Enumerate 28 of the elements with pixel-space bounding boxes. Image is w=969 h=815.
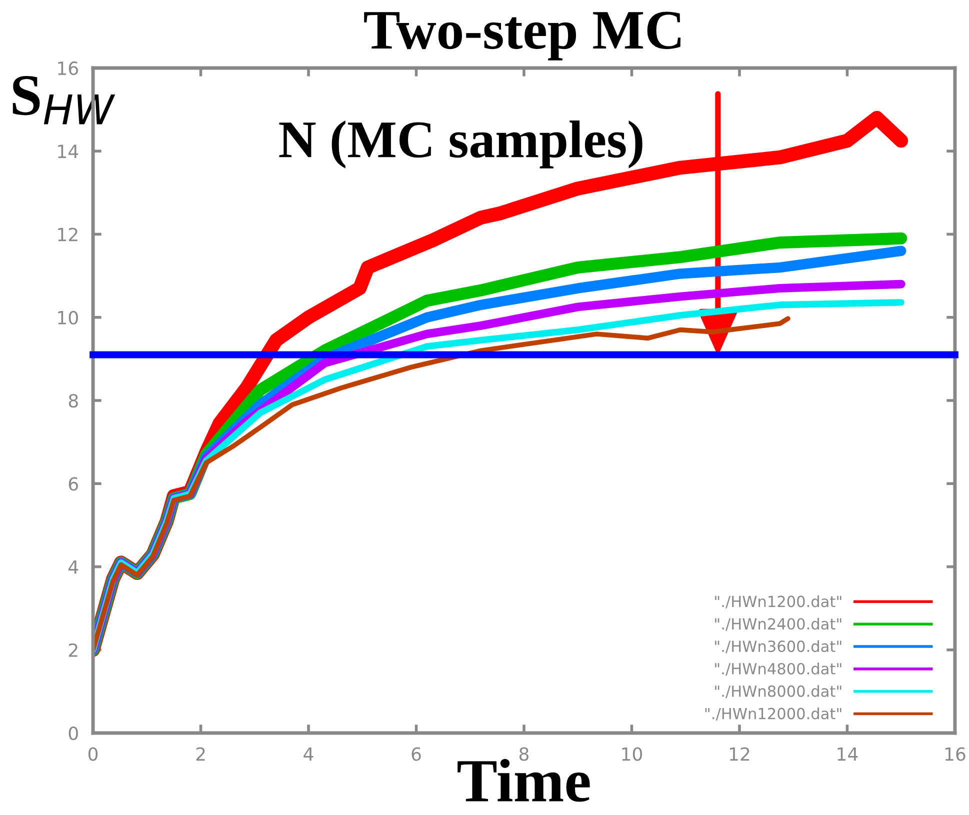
x-tick-label: 0 [88,747,98,761]
x-tick-label: 12 [730,747,750,761]
annotation: N (MC samples) [279,120,642,168]
x-tick-label: 10 [622,747,642,761]
y-tick-label: 12 [58,228,78,242]
x-tick-label: 6 [412,747,421,761]
legend-label: "./HWn4800.dat" [715,662,842,676]
x-tick-label: 14 [838,747,858,761]
y-tick-label: 10 [58,310,78,324]
y-tick-label: 8 [68,394,78,408]
x-tick-label: 2 [196,747,205,761]
legend-label: "./HWn12000.dat" [705,708,842,721]
y-tick-label: 2 [68,643,78,657]
y-tick-label: 16 [58,61,78,76]
y-axis-title: S$_{HW}$ [12,76,116,124]
legend-label: "./HWn8000.dat" [715,685,842,698]
x-axis-title: Time [458,758,590,802]
y-tick-label: 4 [68,560,78,574]
legend-label: "./HWn2400.dat" [715,618,842,631]
x-tick-label: 16 [945,747,966,761]
legend-label: "./HWn1200.dat" [715,595,842,608]
x-tick-label: 8 [519,747,528,761]
y-tick-label: 0 [68,726,78,740]
x-tick-label: 4 [304,747,314,761]
chart-title: Two-step MC [364,12,680,60]
legend-label: "./HWn3600.dat" [715,640,842,654]
y-tick-label: 6 [68,477,78,491]
y-tick-label: 14 [58,144,78,158]
